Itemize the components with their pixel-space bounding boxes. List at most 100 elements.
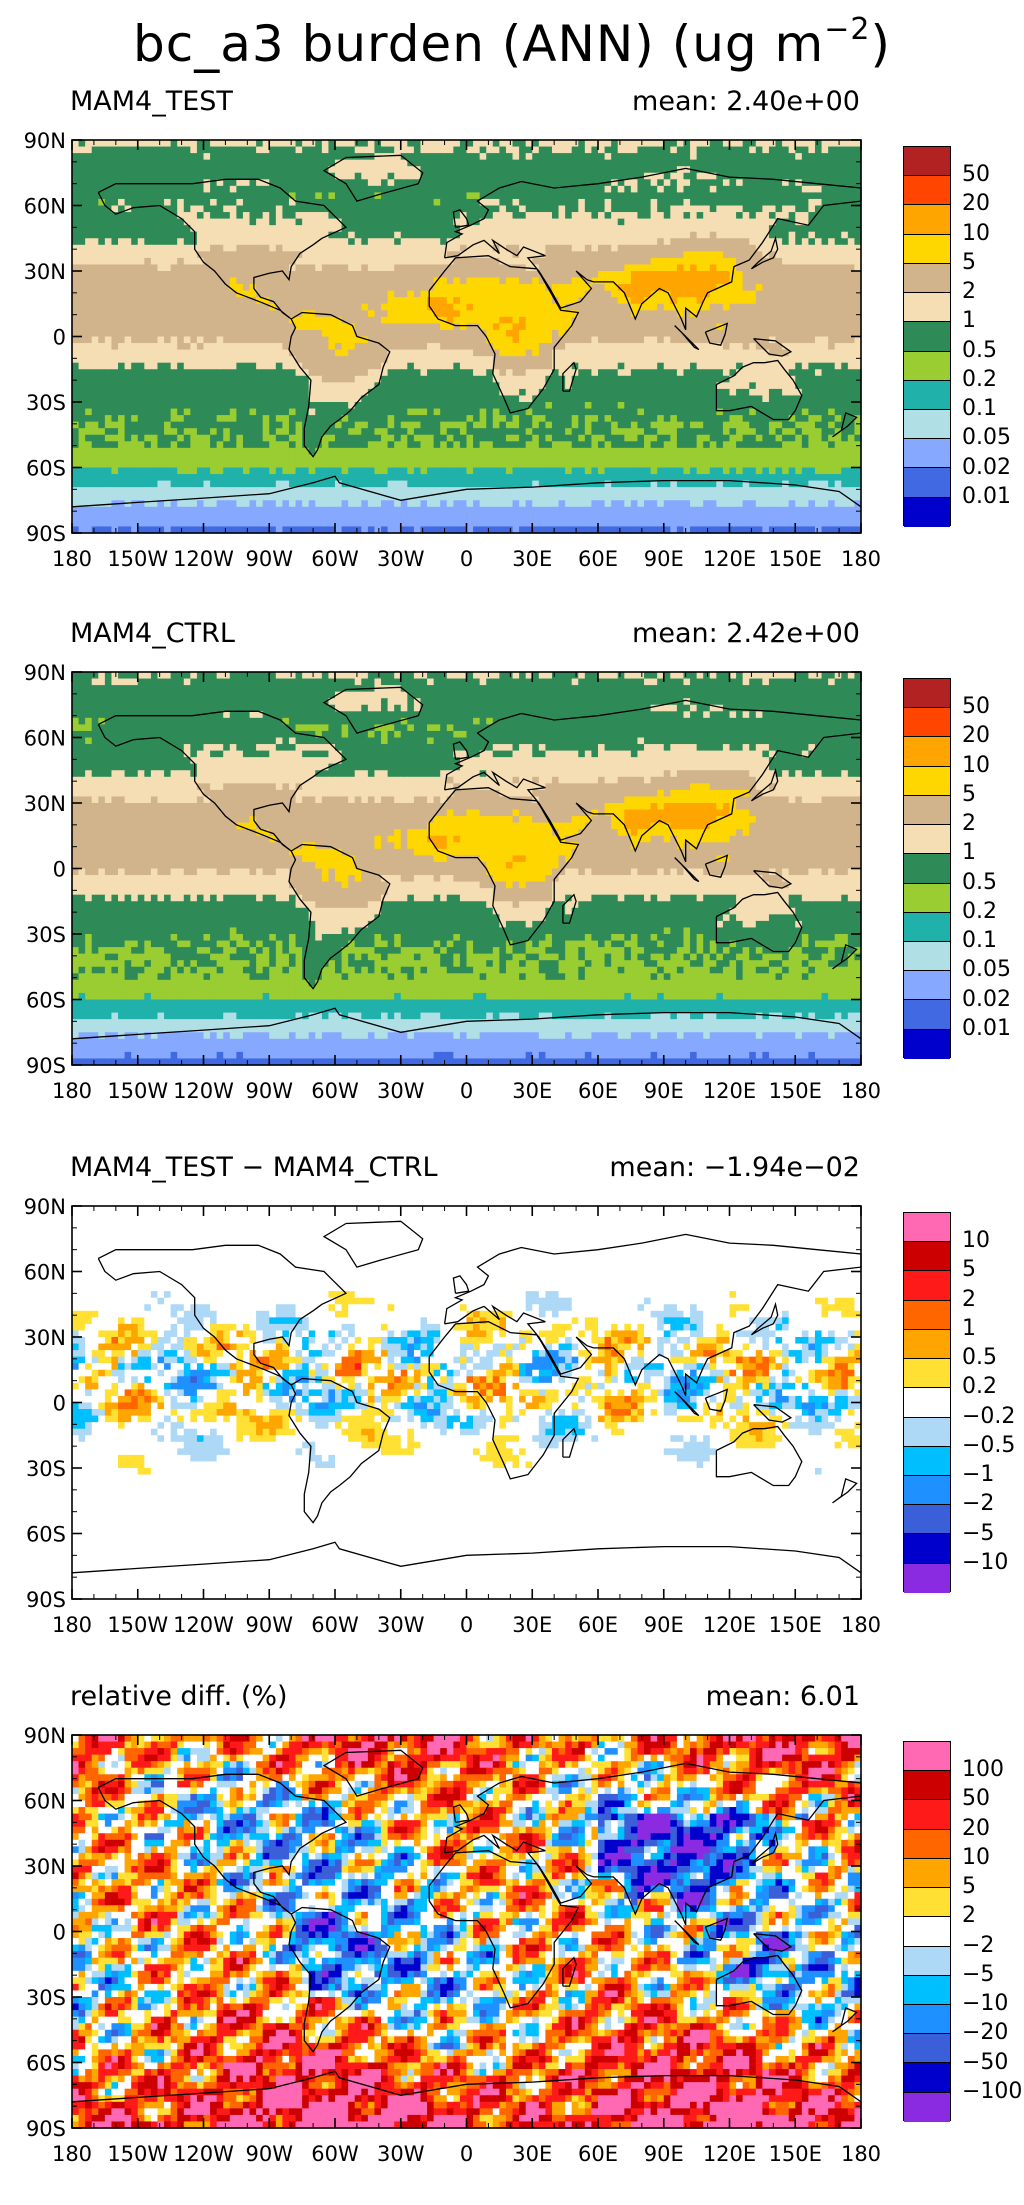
colorbar-swatch: [904, 1388, 950, 1418]
colorbar-label: 0.5: [962, 339, 997, 362]
lon-tick-label: 150E: [769, 547, 822, 571]
colorbar-swatch: [904, 795, 950, 826]
lon-tick-label: 150E: [769, 2142, 822, 2166]
colorbar-label: 2: [962, 1288, 976, 1311]
colorbar: [903, 678, 951, 1059]
lon-tick-label: 60E: [578, 1079, 618, 1103]
colorbar-label: −1: [962, 1464, 994, 1486]
map-panel-test: MAM4_TEST mean: 2.40e+00 90N 60N 30N 0 30S 60…: [0, 80, 1024, 610]
colorbar-swatch: [904, 380, 950, 410]
colorbar-label: 20: [962, 725, 990, 747]
lat-tick-label: 90S: [26, 522, 66, 546]
colorbar-label: 0.02: [962, 988, 1011, 1011]
lat-tick-label: 30N: [24, 1326, 66, 1350]
colorbar: [903, 1212, 951, 1593]
lon-tick-label: 150W: [107, 2142, 168, 2166]
colorbar-label: 0.2: [962, 368, 997, 391]
colorbar-label: −0.5: [962, 1434, 1015, 1457]
lon-tick-label: 120W: [173, 547, 234, 571]
colorbar-label: −5: [962, 1522, 994, 1545]
colorbar-label: 0.05: [962, 959, 1011, 981]
colorbar-swatch: [904, 2092, 950, 2122]
lon-tick-label: 0: [460, 547, 473, 571]
colorbar-swatch: [904, 1505, 950, 1535]
colorbar-label: 1: [962, 310, 976, 332]
colorbar-label: 0.1: [962, 930, 997, 952]
colorbar-swatch: [904, 708, 950, 738]
contour-fill: [72, 140, 862, 534]
lon-tick-label: 150W: [107, 1079, 168, 1103]
colorbar-swatch: [904, 971, 950, 1001]
colorbar-label: −50: [962, 2051, 1008, 2074]
colorbar-swatch: [904, 1946, 950, 1976]
lat-tick-label: 60N: [24, 1790, 66, 1814]
lon-tick-label: 180: [52, 547, 92, 571]
lat-tick-label: 30N: [24, 1855, 66, 1879]
colorbar-swatch: [904, 883, 950, 913]
colorbar-label: 0.5: [962, 871, 997, 894]
colorbar: [903, 146, 951, 527]
colorbar-label: −5: [962, 1963, 994, 1986]
lat-tick-label: 30S: [26, 1986, 66, 2010]
colorbar-swatch: [904, 1858, 950, 1889]
colorbar-label: 20: [962, 1817, 990, 1840]
colorbar-swatch: [904, 1242, 950, 1272]
colorbar-label: 0.01: [962, 485, 1011, 508]
colorbar-label: −20: [962, 2022, 1008, 2044]
lat-tick-label: 60S: [26, 1523, 66, 1547]
lon-tick-label: 120E: [703, 1613, 756, 1637]
colorbar-swatch: [904, 2004, 950, 2035]
colorbar-swatch: [904, 825, 950, 855]
coastlines: [71, 154, 862, 508]
map-panel-ctrl: MAM4_CTRL mean: 2.42e+00 90N 60N 30N 0 30S 60…: [0, 612, 1024, 1142]
lon-tick-label: 90W: [246, 1079, 294, 1103]
colorbar-label: 2: [962, 281, 976, 303]
colorbar-swatch: [904, 176, 950, 206]
lon-tick-label: 150W: [107, 1613, 168, 1637]
coastlines: [71, 686, 862, 1040]
colorbar-label: 1: [962, 842, 976, 864]
colorbar-swatch: [904, 409, 950, 440]
colorbar-swatch: [904, 679, 950, 709]
lat-tick-label: 90N: [24, 129, 66, 153]
lon-tick-label: 180: [841, 2142, 881, 2166]
colorbar-label: 0.01: [962, 1017, 1011, 1040]
lon-tick-label: 120E: [703, 547, 756, 571]
colorbar-swatch: [904, 1029, 950, 1059]
coastlines: [71, 1220, 862, 1574]
colorbar-swatch: [904, 2063, 950, 2093]
lon-tick-label: 30E: [512, 2142, 552, 2166]
lat-tick-label: 60S: [26, 457, 66, 481]
colorbar-label: 100: [962, 1759, 1004, 1781]
colorbar-swatch: [904, 1359, 950, 1389]
colorbar-label: −10: [962, 1993, 1008, 2015]
colorbar-label: 0.2: [962, 900, 997, 923]
lat-tick-label: 30S: [26, 391, 66, 415]
contour-fill: [72, 672, 862, 1066]
lat-tick-label: 60N: [24, 727, 66, 751]
colorbar-label: 0.2: [962, 1376, 997, 1398]
colorbar-label: 10: [962, 754, 990, 777]
colorbar-swatch: [904, 147, 950, 177]
colorbar-label: 10: [962, 1846, 990, 1869]
lat-tick-label: 0: [53, 326, 66, 350]
lat-tick-label: 30S: [26, 923, 66, 947]
colorbar-label: 0.02: [962, 456, 1011, 479]
lon-tick-label: 180: [841, 1079, 881, 1103]
coastlines: [71, 1749, 862, 2103]
lat-tick-label: 0: [53, 858, 66, 882]
colorbar-swatch: [904, 1213, 950, 1243]
colorbar-swatch: [904, 234, 950, 264]
lon-tick-label: 30E: [512, 547, 552, 571]
lat-tick-label: 90N: [24, 661, 66, 685]
colorbar-swatch: [904, 1829, 950, 1859]
colorbar-swatch: [904, 1329, 950, 1360]
lon-tick-label: 90E: [644, 1079, 684, 1103]
panel-title: relative diff. (%): [70, 1681, 288, 1712]
lon-tick-label: 60W: [311, 2142, 359, 2166]
colorbar-swatch: [904, 1271, 950, 1301]
colorbar-label: 50: [962, 164, 990, 186]
lon-tick-label: 120W: [173, 1613, 234, 1637]
colorbar-swatch: [904, 468, 950, 498]
